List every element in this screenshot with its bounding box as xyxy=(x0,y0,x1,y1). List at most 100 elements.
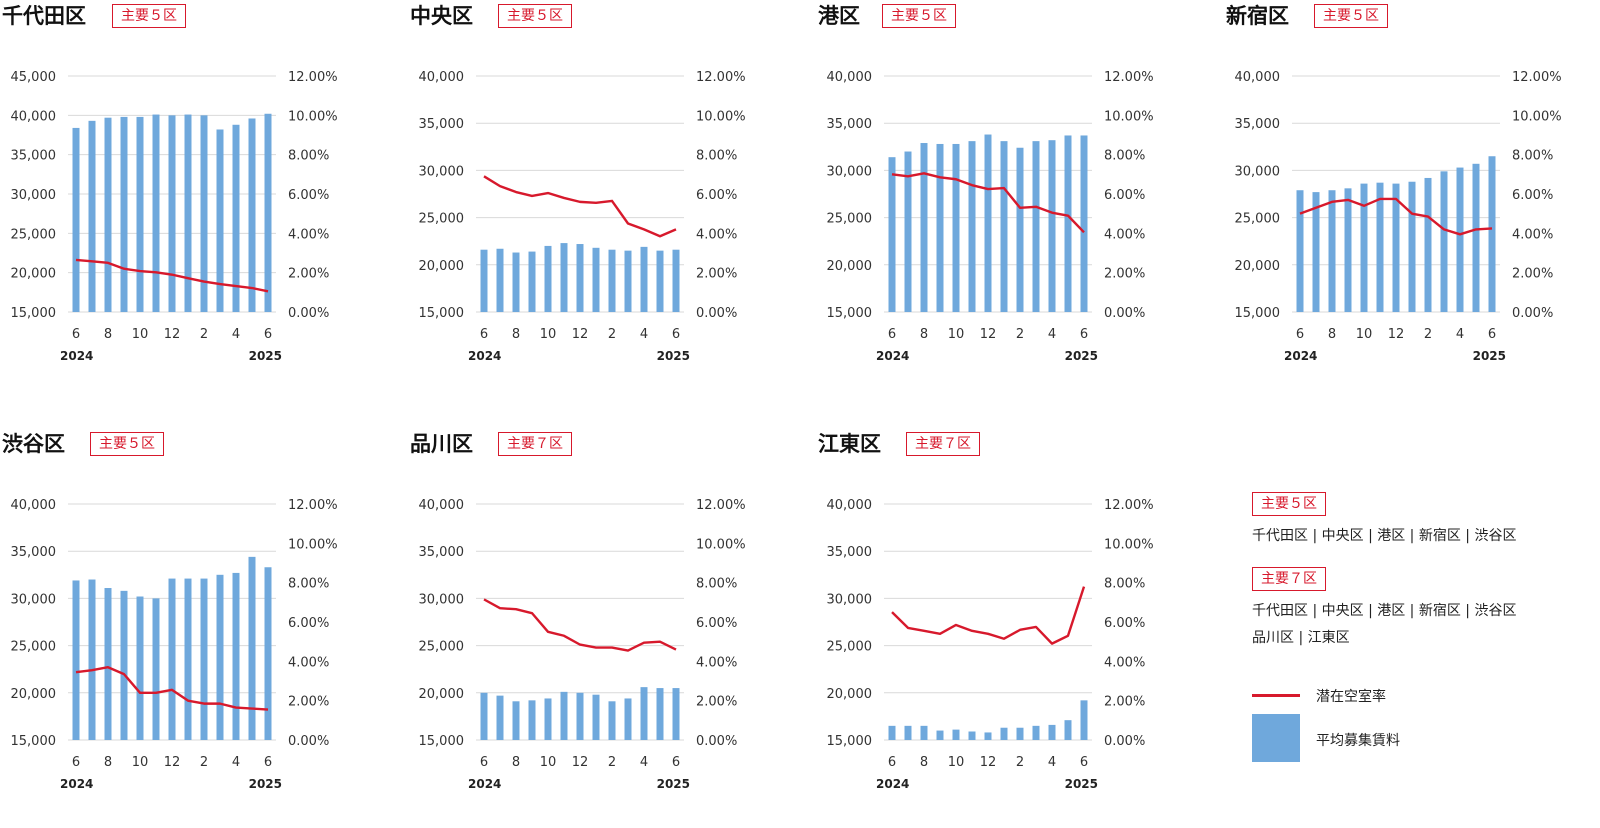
right-axis-tick-label: 6.00% xyxy=(288,188,329,203)
rent-bar xyxy=(920,143,928,312)
rent-bar xyxy=(608,249,616,312)
rent-bar xyxy=(920,725,928,740)
x-axis-tick-label: 10 xyxy=(1356,327,1373,342)
rent-bar xyxy=(640,246,648,312)
left-axis-tick-label: 40,000 xyxy=(827,498,873,513)
rent-bar xyxy=(1016,147,1024,312)
right-axis-tick-label: 10.00% xyxy=(288,109,338,124)
x-axis-year-start: 2024 xyxy=(876,777,909,791)
rent-bar xyxy=(216,574,224,740)
left-axis-tick-label: 30,000 xyxy=(1235,164,1281,179)
right-axis-tick-label: 0.00% xyxy=(288,306,329,321)
x-axis-year-end: 2025 xyxy=(249,349,282,363)
rent-bar xyxy=(1392,183,1400,312)
x-axis-tick-label: 2 xyxy=(200,327,208,342)
left-axis-tick-label: 15,000 xyxy=(1235,306,1281,321)
x-axis-tick-label: 12 xyxy=(1388,327,1405,342)
right-axis-tick-label: 12.00% xyxy=(696,70,746,85)
rent-bar xyxy=(184,114,192,313)
x-axis-year-start: 2024 xyxy=(60,777,93,791)
right-axis-tick-label: 10.00% xyxy=(696,109,746,124)
x-axis-year-end: 2025 xyxy=(1473,349,1506,363)
right-axis-tick-label: 0.00% xyxy=(696,306,737,321)
left-axis-tick-label: 35,000 xyxy=(419,545,465,560)
x-axis-tick-label: 6 xyxy=(264,327,272,342)
legend-bar-label: 平均募集賃料 xyxy=(1316,733,1400,749)
legend-line-label: 潜在空室率 xyxy=(1316,689,1386,705)
x-axis-tick-label: 4 xyxy=(232,755,240,770)
combo-chart-svg: 15,000 20,000 25,000 30,000 35,000 40,000 45,0… xyxy=(11,70,338,363)
legend-badge-group5: 主要５区 xyxy=(1252,492,1326,516)
right-axis-tick-label: 12.00% xyxy=(696,498,746,513)
rent-bar xyxy=(576,244,584,312)
district-chart-panel: 中央区 主要５区 15,000 20,000 25,000 30,000 35,000 40,… xyxy=(408,0,808,400)
right-axis-tick-label: 0.00% xyxy=(1104,734,1145,749)
x-axis-tick-label: 10 xyxy=(948,327,965,342)
rent-bar xyxy=(968,141,976,312)
right-axis-tick-label: 4.00% xyxy=(1512,227,1553,242)
district-chart-panel: 品川区 主要７区 15,000 20,000 25,000 30,000 35,000 40,… xyxy=(408,428,808,828)
district-group-badge: 主要５区 xyxy=(112,4,186,28)
right-axis-tick-label: 6.00% xyxy=(1104,616,1145,631)
left-axis-tick-label: 15,000 xyxy=(419,734,465,749)
left-axis-tick-label: 20,000 xyxy=(11,687,57,702)
rent-bar xyxy=(496,695,504,740)
rent-bar xyxy=(1032,725,1040,740)
rent-bar xyxy=(136,116,144,312)
rent-bar xyxy=(104,588,112,740)
right-axis-tick-label: 6.00% xyxy=(1104,188,1145,203)
chart-title: 中央区 xyxy=(410,4,473,28)
district-group-badge: 主要５区 xyxy=(498,4,572,28)
rent-bar xyxy=(1064,720,1072,740)
x-axis-tick-label: 8 xyxy=(512,327,520,342)
rent-bar xyxy=(200,578,208,740)
x-axis-year-end: 2025 xyxy=(249,777,282,791)
rent-bar xyxy=(264,567,272,740)
x-axis-tick-label: 6 xyxy=(72,327,80,342)
x-axis-tick-label: 6 xyxy=(888,755,896,770)
left-axis-tick-label: 15,000 xyxy=(11,306,57,321)
right-axis-tick-label: 8.00% xyxy=(696,577,737,592)
left-axis-tick-label: 20,000 xyxy=(1235,259,1281,274)
x-axis-tick-label: 12 xyxy=(572,327,589,342)
rent-bar xyxy=(1312,192,1320,312)
vacancy-line xyxy=(75,666,269,711)
rent-bar xyxy=(136,596,144,740)
left-axis-tick-label: 30,000 xyxy=(419,592,465,607)
right-axis-tick-label: 2.00% xyxy=(1512,267,1553,282)
x-axis-tick-label: 6 xyxy=(1488,327,1496,342)
left-axis-tick-label: 35,000 xyxy=(827,545,873,560)
combo-chart-svg: 15,000 20,000 25,000 30,000 35,000 40,000 0.00… xyxy=(419,498,746,791)
rent-bar xyxy=(1408,181,1416,312)
district-chart-panel: 新宿区 主要５区 15,000 20,000 25,000 30,000 35,000 40,… xyxy=(1224,0,1600,400)
right-axis-tick-label: 6.00% xyxy=(696,616,737,631)
right-axis-tick-label: 0.00% xyxy=(696,734,737,749)
rent-bar xyxy=(1000,141,1008,312)
vacancy-line xyxy=(483,598,677,652)
right-axis-tick-label: 0.00% xyxy=(1512,306,1553,321)
x-axis-tick-label: 8 xyxy=(104,327,112,342)
right-axis-tick-label: 8.00% xyxy=(1104,149,1145,164)
rent-bar xyxy=(168,115,176,312)
rent-bar xyxy=(88,579,96,740)
rent-bar xyxy=(952,729,960,740)
x-axis-tick-label: 10 xyxy=(540,755,557,770)
district-group-badge: 主要７区 xyxy=(906,432,980,456)
left-axis-tick-label: 25,000 xyxy=(419,640,465,655)
rent-bar xyxy=(1080,700,1088,740)
x-axis-tick-label: 6 xyxy=(888,327,896,342)
rent-bar xyxy=(1488,156,1496,312)
left-axis-tick-label: 20,000 xyxy=(419,687,465,702)
left-axis-tick-label: 35,000 xyxy=(827,117,873,132)
left-axis-tick-label: 25,000 xyxy=(419,212,465,227)
rent-bar xyxy=(1376,182,1384,312)
rent-bar xyxy=(216,129,224,312)
x-axis-tick-label: 6 xyxy=(480,327,488,342)
x-axis-tick-label: 8 xyxy=(512,755,520,770)
right-axis-tick-label: 4.00% xyxy=(696,227,737,242)
legend-group5-members: 千代田区 | 中央区 | 港区 | 新宿区 | 渋谷区 xyxy=(1252,528,1517,544)
right-axis-tick-label: 4.00% xyxy=(288,655,329,670)
rent-bar xyxy=(984,732,992,740)
x-axis-tick-label: 4 xyxy=(640,755,648,770)
rent-bar xyxy=(544,698,552,740)
